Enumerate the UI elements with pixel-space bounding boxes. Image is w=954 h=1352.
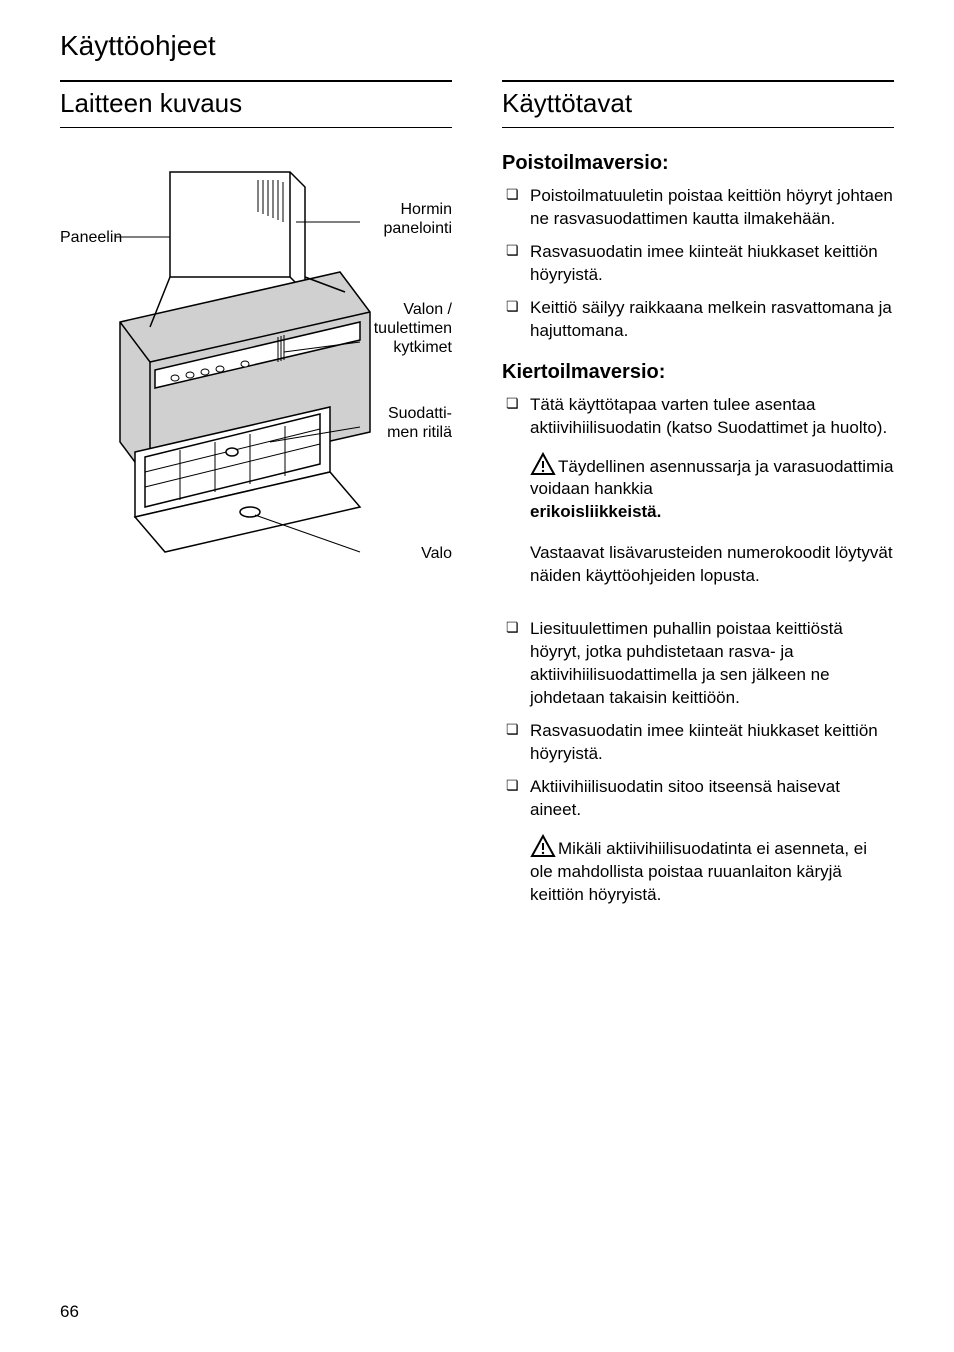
warning-block-2: Mikäli aktiivihiilisuodatinta ei asennet… (502, 834, 894, 907)
label-hormin-1: Hormin (400, 201, 452, 218)
warn2-text: Mikäli aktiivihiilisuodatinta ei asennet… (530, 839, 867, 904)
columns: Laitteen kuvaus (60, 80, 894, 925)
list-item: Liesituulettimen puhallin poistaa keitti… (502, 618, 894, 710)
label-hormin-2: panelointi (384, 220, 453, 237)
page-title: Käyttöohjeet (60, 30, 894, 62)
label-suodatti-1: Suodatti- (388, 405, 452, 422)
right-heading: Käyttötavat (502, 80, 894, 128)
label-paneelin: Paneelin (60, 228, 122, 247)
list-item: Aktiivihiilisuodatin sitoo itseensä hais… (502, 776, 894, 822)
right-column: Käyttötavat Poistoilmaversio: Poistoilma… (502, 80, 894, 925)
label-valon: Valon / tuulettimen kytkimet (374, 300, 452, 358)
left-column: Laitteen kuvaus (60, 80, 452, 925)
label-hormin: Hormin panelointi (384, 200, 453, 238)
sec1-list: Poistoilmatuuletin poistaa keittiön höyr… (502, 185, 894, 343)
sec2-list1: Tätä käyttötapaa varten tulee asentaa ak… (502, 394, 894, 440)
warning-block-1: Täydellinen asennussarja ja varasuodatti… (502, 452, 894, 525)
label-valo: Valo (421, 544, 452, 563)
warning-icon (530, 834, 556, 858)
warning-icon (530, 452, 556, 476)
list-item: Poistoilmatuuletin poistaa keittiön höyr… (502, 185, 894, 231)
sec2-heading: Kiertoilmaversio: (502, 361, 894, 384)
sec1-heading: Poistoilmaversio: (502, 152, 894, 175)
appliance-diagram: Paneelin Hormin panelointi Valon / tuule… (60, 152, 452, 632)
label-suodatti: Suodatti- men ritilä (387, 404, 452, 442)
list-item: Keittiö säilyy raikkaana melkein rasvatt… (502, 297, 894, 343)
warn1-text: Täydellinen asennussarja ja varasuodatti… (530, 457, 893, 499)
label-suodatti-2: men ritilä (387, 424, 452, 441)
label-valon-3: kytkimet (393, 339, 452, 356)
label-valon-1: Valon / (403, 301, 452, 318)
warn1-bold: erikoisliikkeistä. (530, 502, 661, 521)
label-valon-2: tuulettimen (374, 320, 452, 337)
list-item: Rasvasuodatin imee kiinteät hiukkaset ke… (502, 720, 894, 766)
sec2-list2: Liesituulettimen puhallin poistaa keitti… (502, 618, 894, 822)
page-number: 66 (60, 1302, 79, 1322)
list-item: Rasvasuodatin imee kiinteät hiukkaset ke… (502, 241, 894, 287)
sec2-para: Vastaavat lisävarusteiden numerokoodit l… (502, 542, 894, 588)
left-heading: Laitteen kuvaus (60, 80, 452, 128)
list-item: Tätä käyttötapaa varten tulee asentaa ak… (502, 394, 894, 440)
